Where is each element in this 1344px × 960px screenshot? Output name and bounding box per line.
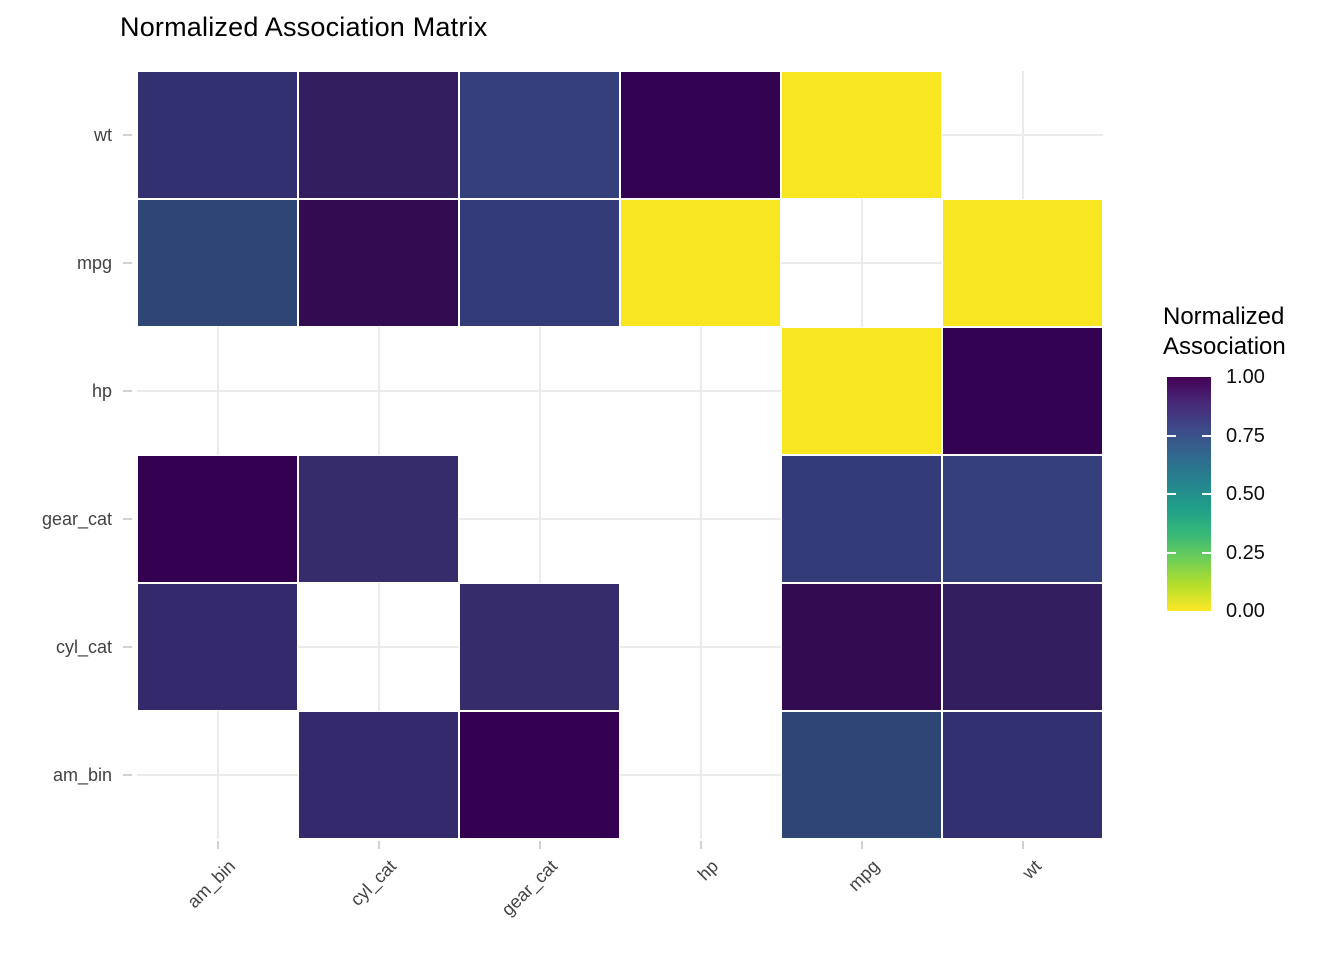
x-axis-tick (699, 841, 702, 849)
heatmap-cell-cyl_cat-mpg (298, 199, 459, 327)
x-axis-label-text: gear_cat (497, 856, 562, 920)
x-axis-tick (538, 841, 541, 849)
legend-tick-label-0.00: 0.00 (1226, 600, 1265, 622)
heatmap-cell-am_bin-mpg (137, 199, 298, 327)
heatmap-cell-mpg-gear_cat (781, 455, 942, 583)
plot-title: Normalized Association Matrix (120, 12, 488, 42)
legend-title-line1: Normalized (1163, 303, 1285, 330)
x-axis-tick (216, 841, 219, 849)
heatmap-cell-cyl_cat-wt (298, 71, 459, 199)
x-axis-label-text: am_bin (183, 856, 240, 912)
heatmap-cell-hp-mpg (620, 199, 781, 327)
y-axis-label-cyl_cat: cyl_cat (55, 637, 112, 657)
gridline-vertical (699, 71, 702, 839)
heatmap-cell-gear_cat-wt (459, 71, 620, 199)
x-axis-tick (377, 841, 380, 849)
gridline-horizontal (137, 518, 1103, 520)
y-axis-label-am_bin: am_bin (52, 765, 112, 785)
y-axis-tick (123, 646, 132, 648)
heatmap-panel (137, 71, 1103, 839)
gridline-horizontal (137, 774, 1103, 776)
heatmap-cell-cyl_cat-gear_cat (298, 455, 459, 583)
heatmap-cell-mpg-wt (781, 71, 942, 199)
legend-tick-label-0.75: 0.75 (1226, 424, 1265, 447)
legend-tick-label-0.25: 0.25 (1226, 541, 1265, 564)
legend-tick-label-1.00: 1.00 (1226, 366, 1265, 388)
colorbar-tick-mark (1167, 551, 1176, 554)
heatmap-cell-wt-cyl_cat (942, 583, 1103, 711)
x-axis-label-text: cyl_cat (346, 856, 401, 910)
heatmap-cell-wt-mpg (942, 199, 1103, 327)
heatmap-cell-am_bin-gear_cat (137, 455, 298, 583)
legend-title-line2: Association (1163, 333, 1286, 360)
heatmap-cell-am_bin-wt (137, 71, 298, 199)
y-axis-label-mpg: mpg (76, 253, 112, 273)
heatmap-cell-mpg-hp (781, 327, 942, 455)
heatmap-cell-mpg-am_bin (781, 711, 942, 839)
heatmap-cell-wt-hp (942, 327, 1103, 455)
heatmap-cell-am_bin-cyl_cat (137, 583, 298, 711)
y-axis-tick (123, 134, 132, 136)
x-axis-label-text: mpg (844, 856, 884, 895)
y-axis-tick (123, 774, 132, 776)
heatmap-cell-wt-am_bin (942, 711, 1103, 839)
heatmap-cell-gear_cat-am_bin (459, 711, 620, 839)
y-axis-label-gear_cat: gear_cat (41, 509, 112, 529)
y-axis-tick (123, 262, 132, 264)
colorbar-tick-mark (1167, 493, 1176, 495)
y-axis-tick (123, 390, 132, 392)
x-axis-label-text: hp (694, 856, 723, 885)
colorbar-tick-mark (1202, 434, 1211, 437)
gridline-vertical (538, 71, 541, 839)
gridline-horizontal (137, 646, 1103, 648)
x-axis-tick (860, 841, 863, 849)
colorbar-tick-mark (1167, 434, 1176, 437)
gridline-horizontal (137, 390, 1103, 392)
x-axis-tick (1021, 841, 1024, 849)
heatmap-cell-gear_cat-mpg (459, 199, 620, 327)
x-axis-label-text: wt (1017, 856, 1045, 883)
colorbar-tick-mark (1202, 493, 1211, 495)
legend-colorbar (1167, 377, 1211, 611)
heatmap-cell-gear_cat-cyl_cat (459, 583, 620, 711)
colorbar-tick-mark (1202, 551, 1211, 554)
heatmap-cell-hp-wt (620, 71, 781, 199)
y-axis-label-wt: wt (94, 125, 112, 145)
y-axis-label-hp: hp (91, 381, 112, 401)
heatmap-cell-cyl_cat-am_bin (298, 711, 459, 839)
heatmap-cell-wt-gear_cat (942, 455, 1103, 583)
y-axis-tick (123, 518, 132, 520)
legend-tick-label-0.50: 0.50 (1226, 483, 1265, 505)
heatmap-cell-mpg-cyl_cat (781, 583, 942, 711)
legend-title: Normalized Association (1163, 302, 1286, 362)
